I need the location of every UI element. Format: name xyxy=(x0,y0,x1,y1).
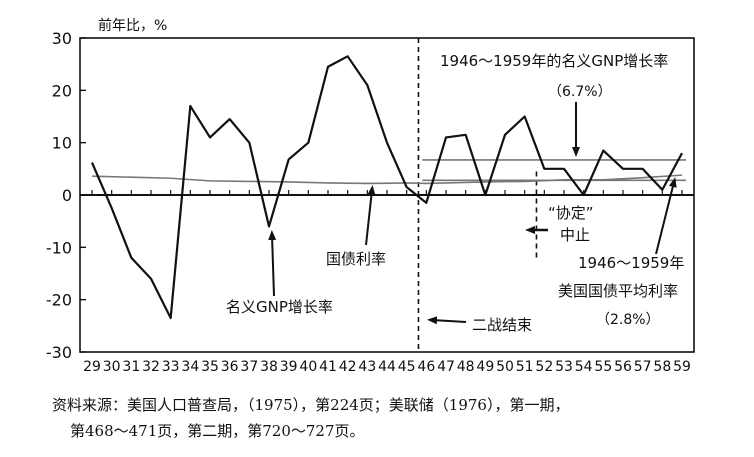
source-line-1: 资料来源：美国人口普查局，（1975），第224页；美联储（1976），第一期， xyxy=(52,396,570,414)
y-tick-label: 30 xyxy=(52,29,72,48)
x-tick-label: 48 xyxy=(457,359,475,375)
x-tick-label: 31 xyxy=(122,359,140,375)
ww2-label: 二战结束 xyxy=(472,316,532,334)
x-tick-label: 34 xyxy=(181,359,199,375)
accord-label-2: 中止 xyxy=(560,226,590,244)
y-tick-label: -30 xyxy=(46,343,72,362)
x-tick-label: 35 xyxy=(201,359,219,375)
x-tick-label: 47 xyxy=(437,359,455,375)
x-tick-label: 51 xyxy=(516,359,534,375)
ref-bond-value: （2.8%） xyxy=(596,312,660,328)
ref-gnp-label: 1946～1959年的名义GNP增长率 xyxy=(440,52,668,70)
gnp-label: 名义GNP增长率 xyxy=(226,298,333,316)
y-axis: 30 20 10 0 -10 -20 -30 xyxy=(46,29,86,362)
x-axis: 29 30 31 32 33 34 35 36 37 38 39 40 41 42 43 44 45 46 47 48… xyxy=(83,190,691,375)
x-tick-label: 38 xyxy=(260,359,278,375)
accord-label-1: “协定” xyxy=(548,204,594,222)
y-tick-label: 20 xyxy=(52,81,72,100)
x-tick-label: 33 xyxy=(162,359,180,375)
x-tick-label: 40 xyxy=(299,359,317,375)
x-tick-label: 56 xyxy=(614,359,632,375)
x-tick-label: 30 xyxy=(103,359,121,375)
x-tick-label: 37 xyxy=(240,359,258,375)
x-tick-label: 43 xyxy=(358,359,376,375)
ref-bond-label-2: 美国国债平均利率 xyxy=(558,282,678,300)
x-tick-label: 54 xyxy=(575,359,593,375)
x-tick-label: 58 xyxy=(653,359,671,375)
x-tick-label: 55 xyxy=(594,359,612,375)
x-tick-label: 49 xyxy=(476,359,494,375)
x-tick-label: 45 xyxy=(398,359,416,375)
y-tick-label: -20 xyxy=(46,291,72,310)
x-tick-label: 36 xyxy=(221,359,239,375)
x-tick-label: 39 xyxy=(280,359,298,375)
series-nominal-gnp xyxy=(90,55,683,320)
x-tick-label: 29 xyxy=(83,359,101,375)
ref-gnp-value: （6.7%） xyxy=(548,84,612,100)
x-tick-label: 32 xyxy=(142,359,160,375)
x-tick-label: 44 xyxy=(378,359,396,375)
x-tick-label: 46 xyxy=(417,359,435,375)
x-tick-label: 59 xyxy=(673,359,691,375)
x-tick-label: 53 xyxy=(555,359,573,375)
x-tick-label: 41 xyxy=(319,359,337,375)
x-tick-label: 52 xyxy=(535,359,553,375)
gnp-arrow xyxy=(268,230,277,297)
bond-label: 国债利率 xyxy=(326,250,386,268)
ref-bond-arrow xyxy=(655,177,677,255)
ref-bond-label-1: 1946～1959年 xyxy=(578,254,684,272)
bond-arrow xyxy=(365,185,376,246)
x-tick-label: 42 xyxy=(339,359,357,375)
y-axis-label: 前年比，% xyxy=(98,17,167,34)
y-tick-label: 10 xyxy=(52,134,72,153)
x-tick-label: 57 xyxy=(634,359,652,375)
y-tick-label: 0 xyxy=(62,186,72,205)
source-line-2: 第468～471页，第二期，第720～727页。 xyxy=(70,422,365,440)
x-tick-label: 50 xyxy=(496,359,514,375)
ww2-arrow xyxy=(427,316,467,325)
y-tick-label: -10 xyxy=(46,238,72,257)
series-bond-rate xyxy=(91,174,683,185)
